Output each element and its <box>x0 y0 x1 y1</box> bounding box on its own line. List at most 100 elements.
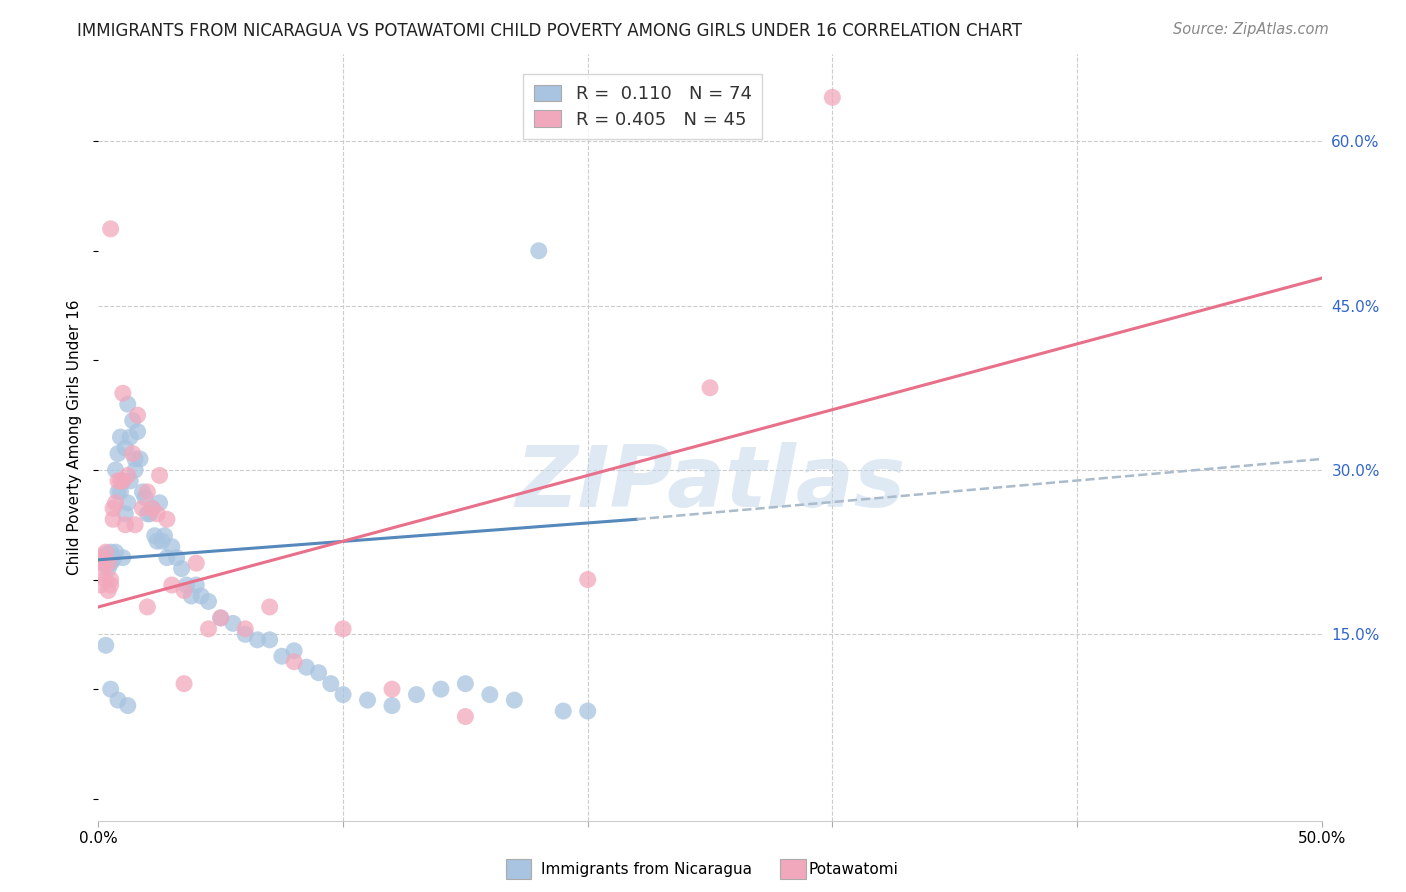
Point <box>156 550 179 565</box>
Point <box>149 496 172 510</box>
Point <box>94 545 117 559</box>
Point <box>405 688 427 702</box>
Point <box>97 549 120 563</box>
Point <box>478 688 501 702</box>
Point <box>111 386 134 401</box>
Point <box>107 484 129 499</box>
Point <box>197 622 219 636</box>
Point <box>308 665 330 680</box>
Point <box>246 632 269 647</box>
Point <box>100 545 122 559</box>
Point <box>233 622 256 636</box>
Point <box>117 496 139 510</box>
Point <box>576 573 599 587</box>
Point <box>136 599 159 614</box>
Point <box>283 644 305 658</box>
Y-axis label: Child Poverty Among Girls Under 16: Child Poverty Among Girls Under 16 <box>67 300 83 574</box>
Point <box>124 452 146 467</box>
Point <box>146 534 169 549</box>
Point <box>111 550 134 565</box>
Point <box>356 693 378 707</box>
Point <box>381 682 404 697</box>
Point <box>699 381 721 395</box>
Point <box>173 676 195 690</box>
Point <box>104 545 127 559</box>
Point <box>503 693 526 707</box>
Point <box>180 589 202 603</box>
Point <box>111 474 134 488</box>
Point <box>90 550 112 565</box>
Point <box>90 550 112 565</box>
Point <box>136 507 159 521</box>
Point <box>139 507 162 521</box>
Point <box>270 649 294 664</box>
Point <box>121 414 143 428</box>
Point <box>160 540 183 554</box>
Legend: R =  0.110   N = 74, R = 0.405   N = 45: R = 0.110 N = 74, R = 0.405 N = 45 <box>523 74 762 139</box>
Point <box>150 534 173 549</box>
Point <box>127 425 149 439</box>
Point <box>332 622 354 636</box>
Point <box>129 452 152 467</box>
Point <box>114 517 136 532</box>
Point <box>91 561 114 575</box>
Point <box>97 583 120 598</box>
Point <box>430 682 453 697</box>
Point <box>176 578 198 592</box>
Point <box>381 698 404 713</box>
Point <box>101 553 124 567</box>
Text: Source: ZipAtlas.com: Source: ZipAtlas.com <box>1173 22 1329 37</box>
Point <box>141 501 163 516</box>
Point <box>160 578 183 592</box>
Point <box>153 529 176 543</box>
Point <box>190 589 212 603</box>
Text: Potawatomi: Potawatomi <box>808 863 898 877</box>
Point <box>101 501 124 516</box>
Point <box>104 463 127 477</box>
Point <box>127 408 149 422</box>
Point <box>90 578 112 592</box>
Point <box>233 627 256 641</box>
Point <box>209 611 232 625</box>
Point <box>222 616 245 631</box>
Point <box>94 573 117 587</box>
Point <box>146 507 169 521</box>
Point <box>136 484 159 499</box>
Point <box>124 517 146 532</box>
Point <box>114 507 136 521</box>
Point <box>120 430 142 444</box>
Point <box>94 638 117 652</box>
Point <box>104 496 127 510</box>
Point <box>173 583 195 598</box>
Point <box>101 550 124 565</box>
Point <box>97 556 120 570</box>
Point <box>94 553 117 567</box>
Point <box>107 474 129 488</box>
Point <box>97 561 120 575</box>
Point <box>454 676 477 690</box>
Point <box>156 512 179 526</box>
Point <box>319 676 342 690</box>
Point <box>121 446 143 460</box>
Point <box>91 556 114 570</box>
Point <box>186 578 208 592</box>
Point <box>110 484 132 499</box>
Point <box>553 704 575 718</box>
Text: IMMIGRANTS FROM NICARAGUA VS POTAWATOMI CHILD POVERTY AMONG GIRLS UNDER 16 CORRE: IMMIGRANTS FROM NICARAGUA VS POTAWATOMI … <box>77 22 1022 40</box>
Point <box>100 222 122 236</box>
Point <box>527 244 550 258</box>
Point <box>91 550 114 565</box>
Point <box>576 704 599 718</box>
Point <box>100 573 122 587</box>
Point <box>111 474 134 488</box>
Point <box>124 463 146 477</box>
Point <box>186 556 208 570</box>
Point <box>91 556 114 570</box>
Point <box>131 501 153 516</box>
Point <box>131 484 153 499</box>
Point <box>110 430 132 444</box>
Point <box>454 709 477 723</box>
Point <box>259 632 281 647</box>
Point <box>259 599 281 614</box>
Text: ZIPatlas: ZIPatlas <box>515 442 905 524</box>
